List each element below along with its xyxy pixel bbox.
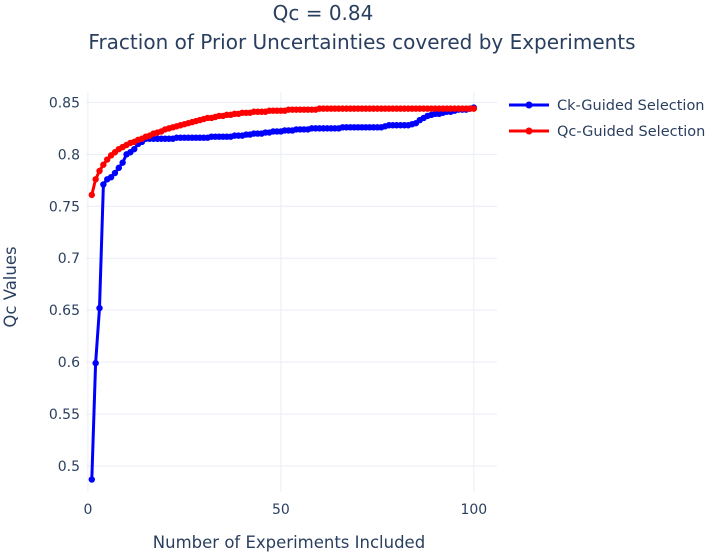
x-tick-label: 50 [272, 502, 290, 518]
chart-subtitle: Fraction of Prior Uncertainties covered … [88, 30, 635, 54]
data-point-qc-guided-selection [104, 156, 111, 163]
legend-marker-ck-guided-selection [525, 101, 533, 109]
y-tick-label: 0.6 [58, 355, 80, 371]
x-tick-label: 100 [460, 502, 487, 518]
data-point-ck-guided-selection [92, 359, 99, 367]
y-tick-label: 0.8 [58, 147, 80, 163]
y-tick-label: 0.5 [58, 459, 80, 475]
y-tick-label: 0.55 [49, 407, 80, 423]
data-point-ck-guided-selection [96, 304, 103, 312]
data-point-qc-guided-selection [88, 191, 95, 199]
x-tick-label: 0 [83, 502, 92, 518]
data-point-ck-guided-selection [115, 164, 123, 172]
legend-marker-qc-guided-selection [525, 127, 533, 135]
data-point-ck-guided-selection [119, 159, 126, 166]
legend: Ck-Guided Selection Qc-Guided Selection [509, 98, 705, 140]
series-layer [88, 104, 478, 483]
y-tick-label: 0.85 [49, 95, 80, 111]
tick-layer: 0.5 0.55 0.6 0.65 0.7 0.75 0.8 0.85 0 50 100 [49, 95, 487, 518]
data-point-qc-guided-selection [100, 161, 107, 168]
x-axis-label: Number of Experiments Included [153, 533, 425, 552]
y-axis-label: Qc Values [1, 246, 20, 327]
grid-layer [86, 92, 497, 492]
data-point-ck-guided-selection [100, 181, 107, 188]
data-point-ck-guided-selection [111, 169, 119, 177]
y-tick-label: 0.75 [49, 199, 80, 215]
data-point-ck-guided-selection [107, 173, 115, 181]
chart-title: Qc = 0.84 [273, 1, 374, 25]
y-tick-label: 0.7 [58, 251, 80, 267]
legend-label-ck-guided-selection: Ck-Guided Selection [557, 98, 705, 114]
data-point-qc-guided-selection [96, 167, 103, 175]
data-point-qc-guided-selection [470, 105, 478, 112]
y-tick-label: 0.65 [49, 303, 80, 319]
data-point-qc-guided-selection [92, 176, 99, 183]
series-line-ck-guided-selection [90, 106, 476, 481]
legend-label-qc-guided-selection: Qc-Guided Selection [557, 124, 705, 140]
data-point-ck-guided-selection [131, 145, 138, 153]
data-point-ck-guided-selection [88, 476, 95, 483]
